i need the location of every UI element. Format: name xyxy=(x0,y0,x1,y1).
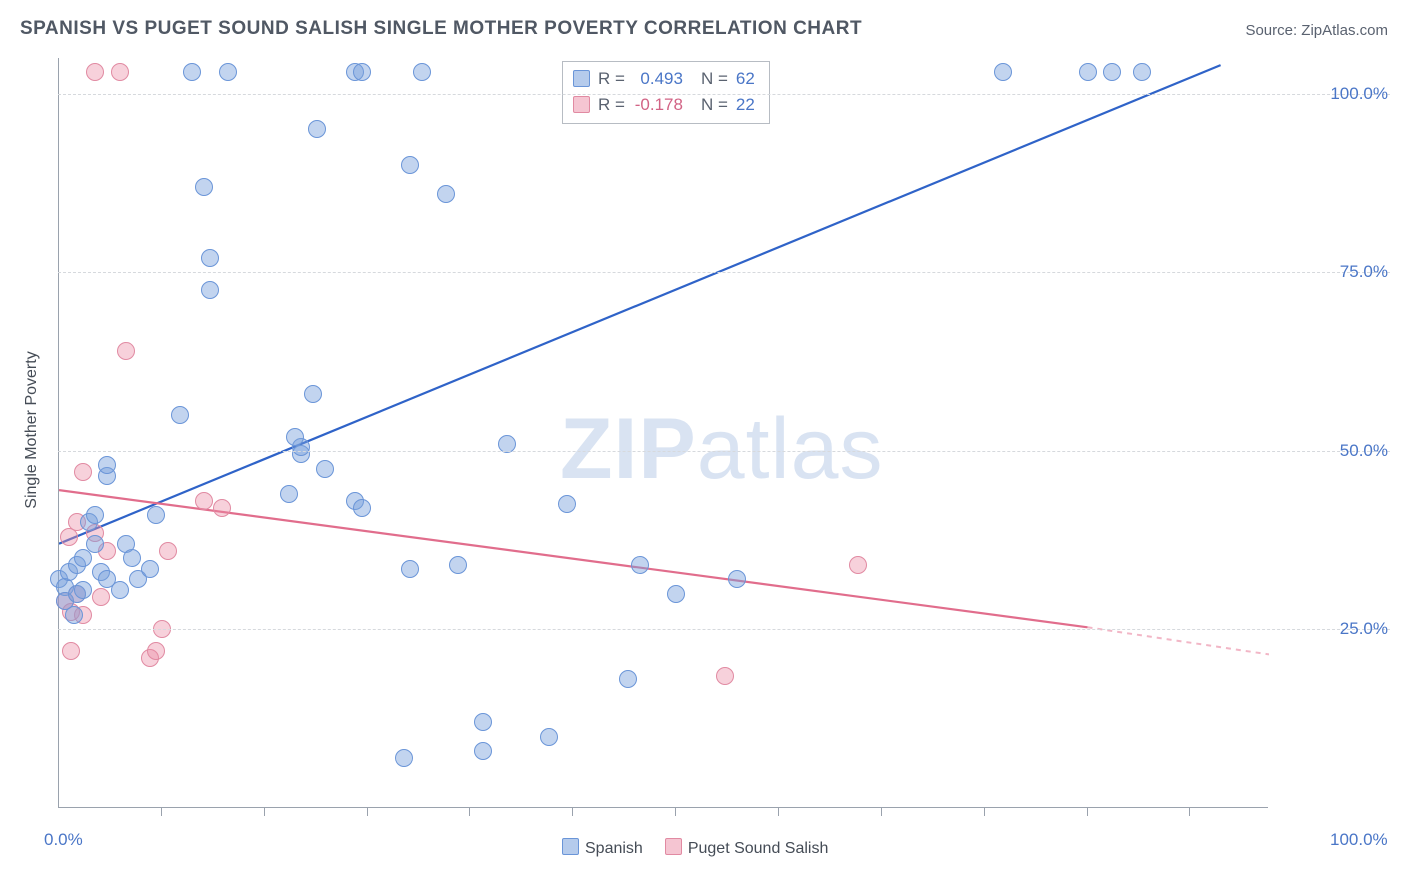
r-value-salish: -0.178 xyxy=(633,92,683,118)
data-point xyxy=(159,542,177,560)
data-point xyxy=(74,549,92,567)
r-label: R = xyxy=(598,66,625,92)
x-tick xyxy=(675,808,676,816)
gridline xyxy=(58,272,1390,273)
trend-lines-svg xyxy=(59,58,1269,808)
x-tick xyxy=(367,808,368,816)
n-value-salish: 22 xyxy=(736,92,755,118)
correlation-row-spanish: R = 0.493 N = 62 xyxy=(573,66,755,92)
data-point xyxy=(74,581,92,599)
legend-item-salish: Puget Sound Salish xyxy=(665,838,829,858)
legend-item-spanish: Spanish xyxy=(562,838,643,858)
data-point xyxy=(619,670,637,688)
data-point xyxy=(147,642,165,660)
x-tick xyxy=(161,808,162,816)
data-point xyxy=(474,742,492,760)
data-point xyxy=(401,560,419,578)
correlation-box: R = 0.493 N = 62 R = -0.178 N = 22 xyxy=(562,61,770,124)
data-point xyxy=(195,178,213,196)
data-point xyxy=(849,556,867,574)
data-point xyxy=(117,342,135,360)
x-axis-max-label: 100.0% xyxy=(1330,830,1388,850)
data-point xyxy=(74,463,92,481)
data-point xyxy=(558,495,576,513)
y-tick-label: 100.0% xyxy=(1330,84,1388,104)
data-point xyxy=(308,120,326,138)
data-point xyxy=(201,249,219,267)
data-point xyxy=(141,560,159,578)
legend: Spanish Puget Sound Salish xyxy=(562,838,828,858)
x-tick xyxy=(984,808,985,816)
data-point xyxy=(1103,63,1121,81)
data-point xyxy=(280,485,298,503)
data-point xyxy=(395,749,413,767)
data-point xyxy=(147,506,165,524)
x-tick xyxy=(778,808,779,816)
x-tick xyxy=(572,808,573,816)
data-point xyxy=(98,456,116,474)
data-point xyxy=(171,406,189,424)
x-tick xyxy=(1189,808,1190,816)
square-icon xyxy=(573,70,590,87)
r-label: R = xyxy=(598,92,625,118)
data-point xyxy=(401,156,419,174)
data-point xyxy=(213,499,231,517)
gridline xyxy=(58,451,1390,452)
data-point xyxy=(316,460,334,478)
data-point xyxy=(667,585,685,603)
data-point xyxy=(86,63,104,81)
x-axis-min-label: 0.0% xyxy=(44,830,83,850)
data-point xyxy=(286,428,304,446)
y-axis-label: Single Mother Poverty xyxy=(23,351,41,508)
correlation-row-salish: R = -0.178 N = 22 xyxy=(573,92,755,118)
data-point xyxy=(474,713,492,731)
n-label: N = xyxy=(701,92,728,118)
legend-label-salish: Puget Sound Salish xyxy=(688,840,829,857)
square-icon xyxy=(665,838,682,855)
data-point xyxy=(201,281,219,299)
x-tick xyxy=(264,808,265,816)
data-point xyxy=(1079,63,1097,81)
n-label: N = xyxy=(701,66,728,92)
data-point xyxy=(219,63,237,81)
data-point xyxy=(65,606,83,624)
x-tick xyxy=(881,808,882,816)
chart-title: SPANISH VS PUGET SOUND SALISH SINGLE MOT… xyxy=(20,18,862,40)
data-point xyxy=(195,492,213,510)
data-point xyxy=(994,63,1012,81)
data-point xyxy=(540,728,558,746)
data-point xyxy=(86,535,104,553)
data-point xyxy=(183,63,201,81)
r-value-spanish: 0.493 xyxy=(633,66,683,92)
data-point xyxy=(353,499,371,517)
x-tick xyxy=(469,808,470,816)
n-value-spanish: 62 xyxy=(736,66,755,92)
data-point xyxy=(111,581,129,599)
data-point xyxy=(728,570,746,588)
x-tick xyxy=(1087,808,1088,816)
data-point xyxy=(86,506,104,524)
y-tick-label: 75.0% xyxy=(1340,262,1388,282)
legend-label-spanish: Spanish xyxy=(585,840,643,857)
y-tick-label: 25.0% xyxy=(1340,619,1388,639)
data-point xyxy=(1133,63,1151,81)
data-point xyxy=(413,63,431,81)
data-point xyxy=(92,588,110,606)
data-point xyxy=(353,63,371,81)
data-point xyxy=(111,63,129,81)
data-point xyxy=(716,667,734,685)
square-icon xyxy=(562,838,579,855)
data-point xyxy=(631,556,649,574)
y-tick-label: 50.0% xyxy=(1340,441,1388,461)
gridline xyxy=(58,94,1390,95)
source-attribution: Source: ZipAtlas.com xyxy=(1245,22,1388,39)
square-icon xyxy=(573,96,590,113)
data-point xyxy=(437,185,455,203)
gridline xyxy=(58,629,1390,630)
data-point xyxy=(304,385,322,403)
data-point xyxy=(449,556,467,574)
scatter-plot-area xyxy=(58,58,1268,808)
data-point xyxy=(62,642,80,660)
data-point xyxy=(123,549,141,567)
